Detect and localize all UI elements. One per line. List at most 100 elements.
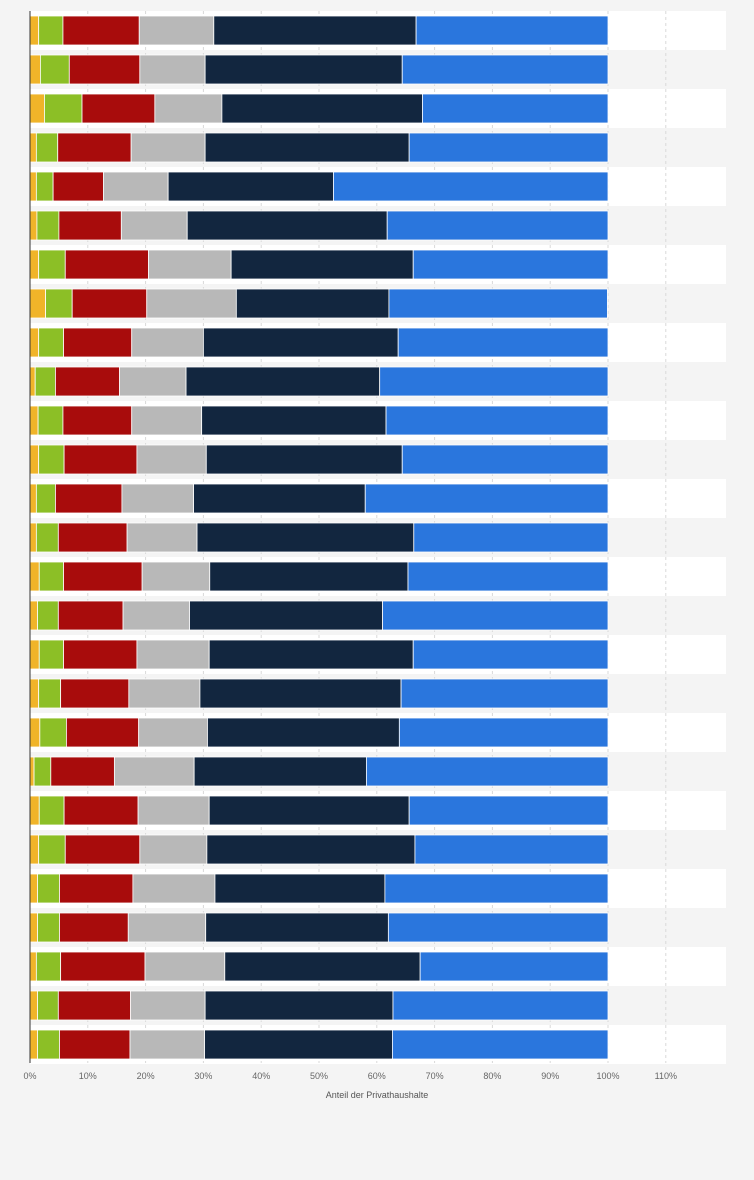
- bar-segment[interactable]: [81, 93, 156, 124]
- bar-segment[interactable]: [204, 1029, 393, 1060]
- bar-segment[interactable]: [38, 834, 66, 865]
- bar-segment[interactable]: [422, 93, 609, 124]
- bar-segment[interactable]: [392, 1029, 609, 1060]
- bar-segment[interactable]: [57, 990, 131, 1021]
- bar-segment[interactable]: [57, 522, 128, 553]
- bar-segment[interactable]: [333, 171, 609, 202]
- bar-segment[interactable]: [205, 912, 389, 943]
- bar-segment[interactable]: [64, 834, 141, 865]
- bar-segment[interactable]: [382, 600, 609, 631]
- bar-segment[interactable]: [419, 951, 609, 982]
- bar-segment[interactable]: [35, 132, 59, 163]
- bar-segment[interactable]: [63, 444, 138, 475]
- bar-segment[interactable]: [37, 600, 59, 631]
- bar-segment[interactable]: [57, 600, 124, 631]
- bar-segment[interactable]: [63, 795, 139, 826]
- bar-segment[interactable]: [38, 678, 62, 709]
- bar-segment[interactable]: [29, 366, 36, 397]
- bar-segment[interactable]: [132, 873, 216, 904]
- bar-segment[interactable]: [365, 756, 609, 787]
- bar-segment[interactable]: [29, 249, 40, 280]
- bar-segment[interactable]: [29, 912, 38, 943]
- bar-segment[interactable]: [38, 444, 65, 475]
- bar-segment[interactable]: [141, 561, 211, 592]
- bar-segment[interactable]: [119, 366, 187, 397]
- bar-segment[interactable]: [29, 288, 47, 319]
- bar-segment[interactable]: [38, 795, 65, 826]
- bar-segment[interactable]: [412, 639, 609, 670]
- bar-segment[interactable]: [66, 717, 140, 748]
- bar-segment[interactable]: [59, 1029, 131, 1060]
- bar-segment[interactable]: [38, 561, 64, 592]
- bar-segment[interactable]: [120, 210, 188, 241]
- bar-segment[interactable]: [113, 756, 195, 787]
- bar-segment[interactable]: [29, 873, 38, 904]
- bar-segment[interactable]: [36, 210, 60, 241]
- bar-segment[interactable]: [29, 756, 35, 787]
- bar-segment[interactable]: [401, 444, 609, 475]
- bar-segment[interactable]: [204, 132, 410, 163]
- bar-segment[interactable]: [121, 483, 194, 514]
- bar-segment[interactable]: [139, 834, 208, 865]
- bar-segment[interactable]: [208, 795, 410, 826]
- bar-segment[interactable]: [59, 912, 129, 943]
- bar-segment[interactable]: [29, 171, 37, 202]
- bar-segment[interactable]: [37, 1029, 60, 1060]
- bar-segment[interactable]: [136, 444, 207, 475]
- bar-segment[interactable]: [29, 1029, 38, 1060]
- bar-segment[interactable]: [37, 405, 64, 436]
- bar-segment[interactable]: [71, 288, 148, 319]
- bar-segment[interactable]: [213, 15, 417, 46]
- bar-segment[interactable]: [131, 405, 203, 436]
- bar-segment[interactable]: [131, 327, 204, 358]
- bar-segment[interactable]: [202, 327, 399, 358]
- bar-segment[interactable]: [408, 132, 609, 163]
- bar-segment[interactable]: [50, 756, 115, 787]
- bar-segment[interactable]: [138, 717, 208, 748]
- bar-segment[interactable]: [29, 717, 41, 748]
- bar-segment[interactable]: [29, 327, 40, 358]
- bar-segment[interactable]: [204, 990, 394, 1021]
- bar-segment[interactable]: [398, 717, 609, 748]
- bar-segment[interactable]: [29, 132, 37, 163]
- bar-segment[interactable]: [29, 444, 40, 475]
- bar-segment[interactable]: [64, 249, 149, 280]
- bar-segment[interactable]: [199, 678, 402, 709]
- bar-segment[interactable]: [139, 54, 206, 85]
- bar-segment[interactable]: [128, 678, 201, 709]
- bar-segment[interactable]: [38, 639, 64, 670]
- bar-segment[interactable]: [186, 210, 388, 241]
- bar-segment[interactable]: [52, 171, 104, 202]
- bar-segment[interactable]: [407, 561, 609, 592]
- bar-segment[interactable]: [40, 54, 70, 85]
- bar-segment[interactable]: [29, 639, 40, 670]
- bar-segment[interactable]: [29, 990, 38, 1021]
- bar-segment[interactable]: [45, 288, 73, 319]
- bar-segment[interactable]: [130, 132, 206, 163]
- bar-segment[interactable]: [35, 483, 56, 514]
- bar-segment[interactable]: [29, 561, 40, 592]
- bar-segment[interactable]: [136, 639, 210, 670]
- bar-segment[interactable]: [224, 951, 421, 982]
- bar-segment[interactable]: [214, 873, 386, 904]
- bar-segment[interactable]: [29, 522, 37, 553]
- bar-segment[interactable]: [29, 834, 40, 865]
- bar-segment[interactable]: [235, 288, 390, 319]
- bar-segment[interactable]: [167, 171, 334, 202]
- bar-segment[interactable]: [130, 990, 206, 1021]
- bar-segment[interactable]: [414, 834, 609, 865]
- bar-segment[interactable]: [129, 1029, 205, 1060]
- bar-segment[interactable]: [148, 249, 232, 280]
- bar-segment[interactable]: [189, 600, 383, 631]
- bar-segment[interactable]: [384, 873, 609, 904]
- bar-segment[interactable]: [103, 171, 169, 202]
- bar-segment[interactable]: [57, 132, 132, 163]
- bar-segment[interactable]: [146, 288, 237, 319]
- bar-segment[interactable]: [364, 483, 609, 514]
- bar-segment[interactable]: [37, 912, 60, 943]
- bar-segment[interactable]: [35, 522, 59, 553]
- bar-segment[interactable]: [39, 717, 67, 748]
- bar-segment[interactable]: [60, 678, 130, 709]
- bar-segment[interactable]: [193, 483, 366, 514]
- bar-segment[interactable]: [29, 15, 40, 46]
